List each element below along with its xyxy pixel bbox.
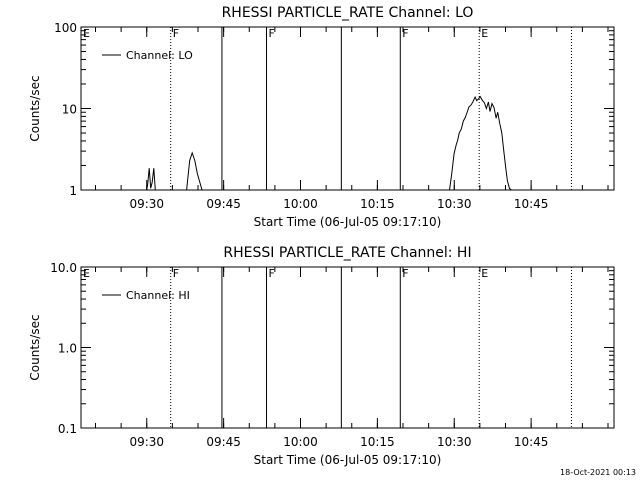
event-marker-label: E	[83, 267, 90, 280]
y-axis-label: Counts/sec	[28, 75, 42, 141]
event-marker-label: F	[402, 27, 408, 40]
legend-entry: Channel: LO	[126, 49, 193, 62]
event-marker-label: F	[269, 267, 275, 280]
series-line	[449, 95, 512, 191]
generation-timestamp: 18-Oct-2021 00:13	[560, 468, 636, 477]
series-line	[186, 151, 203, 191]
y-axis-label: Counts/sec	[28, 314, 42, 380]
y-tick-label: 1	[69, 184, 77, 198]
event-marker-label: F	[402, 267, 408, 280]
x-tick-label: 10:15	[360, 197, 395, 211]
x-axis-label: Start Time (06-Jul-05 09:17:10)	[254, 215, 442, 229]
x-tick-label: 10:00	[283, 197, 318, 211]
x-tick-label: 10:45	[514, 435, 549, 449]
x-tick-label: 09:30	[129, 435, 164, 449]
x-tick-label: 10:45	[514, 197, 549, 211]
y-tick-label: 0.1	[58, 422, 77, 436]
event-marker-label: E	[481, 27, 488, 40]
y-tick-label: 10	[62, 103, 77, 117]
series-line	[146, 168, 156, 191]
y-tick-label: 10.0	[50, 261, 77, 275]
x-tick-label: 10:30	[437, 197, 472, 211]
x-axis-label: Start Time (06-Jul-05 09:17:10)	[254, 453, 442, 467]
chart-title: RHESSI PARTICLE_RATE Channel: LO	[222, 5, 474, 21]
legend-entry: Channel: HI	[126, 289, 190, 302]
x-tick-label: 09:30	[129, 197, 164, 211]
event-marker-label: E	[83, 27, 90, 40]
event-marker-label: F	[269, 27, 275, 40]
x-tick-label: 09:45	[206, 197, 241, 211]
x-tick-label: 10:00	[283, 435, 318, 449]
x-tick-label: 09:45	[206, 435, 241, 449]
x-tick-label: 10:15	[360, 435, 395, 449]
chart-title: RHESSI PARTICLE_RATE Channel: HI	[223, 245, 471, 261]
y-tick-label: 1.0	[58, 342, 77, 356]
event-marker-label: F	[173, 267, 179, 280]
event-marker-label: E	[481, 267, 488, 280]
event-marker-label: F	[173, 27, 179, 40]
y-tick-label: 100	[54, 21, 77, 35]
x-tick-label: 10:30	[437, 435, 472, 449]
